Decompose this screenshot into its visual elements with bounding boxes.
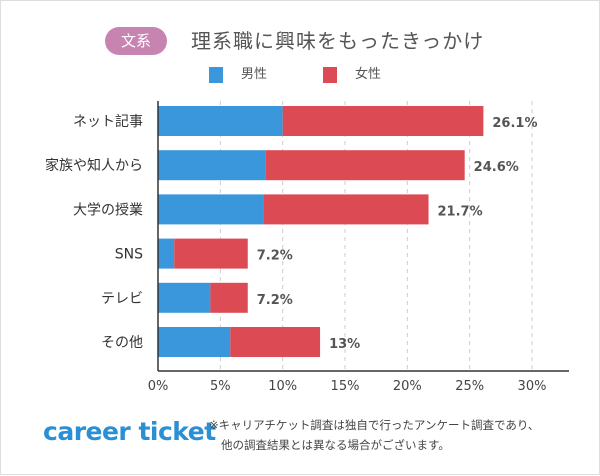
- chart-title: 理系職に興味をもったきっかけ: [191, 29, 485, 53]
- x-tick-label: 5%: [210, 379, 231, 394]
- bar-segment-female: [174, 238, 248, 269]
- x-tick-label: 30%: [518, 379, 547, 394]
- bar-segment-male: [158, 194, 264, 225]
- disclaimer-note: ※キャリアチケット調査は独自で行ったアンケート調査であり、 他の調査結果とは異な…: [209, 415, 539, 455]
- category-label: 大学の授業: [73, 202, 143, 218]
- x-tick-label: 10%: [268, 379, 297, 394]
- x-tick-label: 20%: [393, 379, 422, 394]
- x-tick-label: 0%: [148, 379, 169, 394]
- bar-segment-female: [230, 327, 321, 357]
- total-data-label: 7.2%: [257, 249, 293, 264]
- category-badge: 文系: [105, 27, 167, 55]
- category-label: テレビ: [101, 291, 143, 307]
- bar-segment-female: [265, 150, 465, 181]
- category-label: 家族や知人から: [45, 157, 143, 174]
- bar-segment-female: [263, 194, 429, 225]
- legend-female: 女性: [323, 67, 381, 83]
- category-label: SNS: [115, 247, 143, 263]
- total-data-label: 7.2%: [257, 293, 293, 308]
- legend-swatch-female: [323, 67, 337, 83]
- legend-swatch-male: [209, 67, 223, 83]
- bar-segment-male: [158, 282, 211, 313]
- legend-label-male: 男性: [241, 67, 268, 82]
- legend-label-female: 女性: [355, 67, 382, 82]
- bar-segment-male: [158, 238, 175, 269]
- bar-segment-female: [210, 282, 248, 313]
- x-tick-label: 25%: [455, 379, 484, 394]
- bar-segment-male: [158, 106, 283, 136]
- category-label: ネット記事: [73, 113, 143, 130]
- total-data-label: 13%: [329, 337, 360, 352]
- total-data-label: 26.1%: [492, 116, 537, 131]
- bar-segment-male: [158, 327, 231, 357]
- note-line-2: 他の調査結果とは異なる場合がございます。: [221, 438, 450, 452]
- x-tick-label: 15%: [331, 379, 360, 394]
- total-data-label: 24.6%: [474, 160, 519, 175]
- total-data-label: 21.7%: [438, 204, 483, 219]
- bar-segment-female: [282, 106, 484, 136]
- career-ticket-logo: career ticket: [43, 417, 216, 446]
- bar-segment-male: [158, 150, 266, 181]
- category-label: その他: [101, 335, 143, 351]
- legend-male: 男性: [209, 67, 267, 83]
- note-line-1: ※キャリアチケット調査は独自で行ったアンケート調査であり、: [209, 418, 540, 432]
